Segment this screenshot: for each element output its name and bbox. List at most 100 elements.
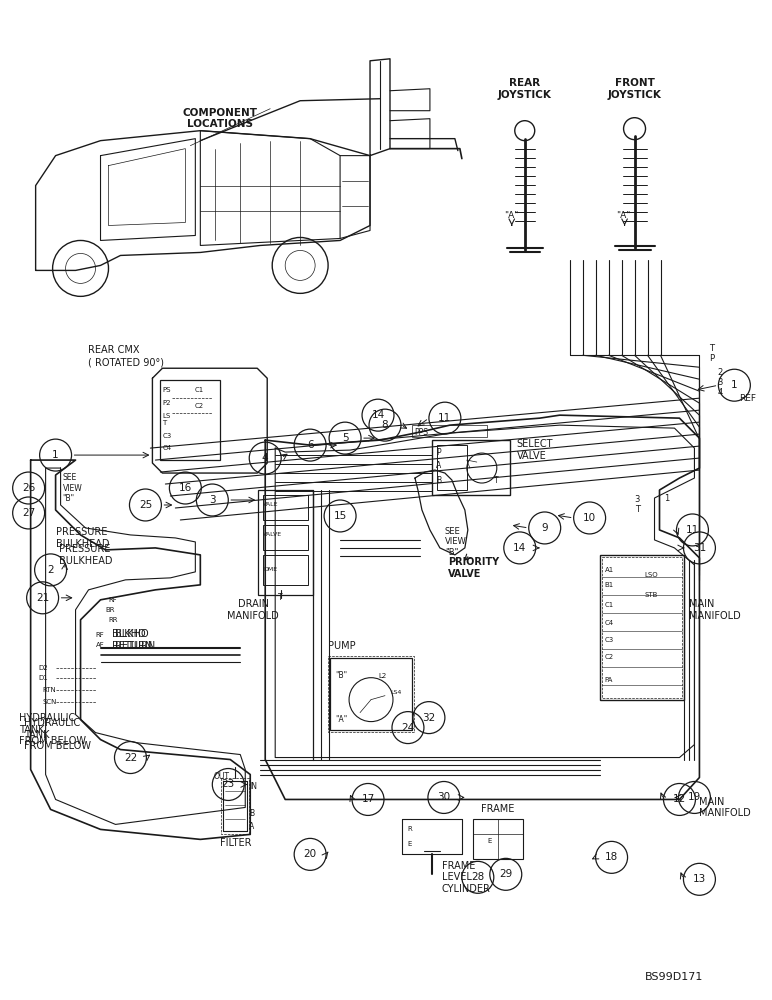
- Text: C2: C2: [604, 654, 614, 660]
- Text: FRAME
LEVEL
CYLINDER: FRAME LEVEL CYLINDER: [442, 861, 491, 894]
- Text: "A": "A": [504, 211, 518, 220]
- Text: BR: BR: [106, 607, 115, 613]
- Text: 8: 8: [381, 420, 388, 430]
- Text: PUMP: PUMP: [328, 641, 356, 651]
- Text: 16: 16: [179, 483, 192, 493]
- Text: 22: 22: [124, 753, 137, 763]
- Bar: [263, 525, 308, 550]
- Text: 11: 11: [438, 413, 452, 423]
- Text: BLKHO
RETURN: BLKHO RETURN: [116, 629, 156, 651]
- Text: C3: C3: [162, 433, 171, 439]
- Text: AF: AF: [96, 642, 104, 648]
- Text: 1: 1: [731, 380, 738, 390]
- Text: OUT: OUT: [213, 772, 229, 781]
- Bar: [432, 440, 510, 495]
- Text: 3: 3: [635, 495, 640, 504]
- Text: 26: 26: [22, 483, 36, 493]
- Text: 4: 4: [262, 453, 269, 463]
- Text: 27: 27: [22, 508, 36, 518]
- Text: 29: 29: [499, 869, 513, 879]
- Text: BLKHO
RETURN: BLKHO RETURN: [113, 629, 153, 651]
- Text: T: T: [162, 420, 167, 426]
- Text: P2: P2: [162, 400, 171, 406]
- Bar: [472, 819, 523, 859]
- Text: 11: 11: [686, 525, 699, 535]
- Bar: [412, 425, 487, 437]
- Text: 3: 3: [209, 495, 215, 505]
- Text: D1: D1: [39, 675, 49, 681]
- Text: 2: 2: [47, 565, 54, 575]
- Text: PPS: PPS: [414, 428, 428, 437]
- Text: A1: A1: [604, 567, 614, 573]
- Text: C4: C4: [162, 445, 171, 451]
- Text: 5: 5: [342, 433, 348, 443]
- Text: "B": "B": [335, 671, 347, 680]
- Text: L2: L2: [378, 673, 386, 679]
- Text: 20: 20: [303, 849, 317, 859]
- Text: 18: 18: [605, 852, 618, 862]
- Text: T: T: [635, 505, 639, 514]
- Text: 14: 14: [371, 410, 384, 420]
- Text: SEE
VIEW
"B": SEE VIEW "B": [63, 473, 83, 503]
- Text: HYDRAULIC
TANK
FROM BELOW: HYDRAULIC TANK FROM BELOW: [19, 713, 86, 746]
- Text: E: E: [407, 841, 411, 847]
- Bar: [161, 380, 220, 460]
- Text: "A": "A": [617, 211, 631, 220]
- Bar: [437, 445, 467, 490]
- Text: PRESSURE
BULKHEAD: PRESSURE BULKHEAD: [56, 527, 109, 549]
- Text: 10: 10: [583, 513, 596, 523]
- Text: D2: D2: [39, 665, 49, 671]
- Text: REAR CMX
( ROTATED 90°): REAR CMX ( ROTATED 90°): [87, 345, 164, 367]
- Text: 19: 19: [688, 792, 701, 802]
- Text: "A": "A": [335, 715, 347, 724]
- Text: A: A: [436, 461, 441, 470]
- Text: MAIN
MANIFOLD: MAIN MANIFOLD: [689, 599, 741, 621]
- Text: SCN: SCN: [42, 699, 57, 705]
- Text: FILTER: FILTER: [219, 838, 251, 848]
- Text: 14: 14: [513, 543, 527, 553]
- Text: PS: PS: [162, 387, 171, 393]
- Bar: [258, 490, 313, 595]
- Text: A: A: [249, 822, 255, 831]
- Text: 25: 25: [139, 500, 152, 510]
- Bar: [263, 555, 308, 585]
- Text: 12: 12: [673, 794, 686, 804]
- Text: FRAME: FRAME: [481, 804, 514, 814]
- Text: C2: C2: [195, 403, 204, 409]
- Text: 24: 24: [401, 723, 415, 733]
- Text: 6: 6: [306, 440, 313, 450]
- Text: 3: 3: [717, 378, 723, 387]
- Text: C4: C4: [604, 620, 614, 626]
- Text: STB: STB: [645, 592, 658, 598]
- Text: 31: 31: [692, 543, 706, 553]
- Text: 4: 4: [717, 388, 723, 397]
- Text: SELECT
VALVE: SELECT VALVE: [516, 439, 554, 461]
- Text: C1: C1: [604, 602, 614, 608]
- Text: VALVE: VALVE: [263, 532, 283, 537]
- Text: LS: LS: [162, 413, 171, 419]
- Text: 1: 1: [665, 494, 670, 503]
- Text: 28: 28: [471, 872, 485, 882]
- Text: SEE
VIEW
"B": SEE VIEW "B": [445, 527, 466, 557]
- Text: 13: 13: [692, 874, 706, 884]
- Text: T: T: [494, 476, 499, 485]
- Text: 32: 32: [422, 713, 435, 723]
- Text: B: B: [436, 476, 441, 485]
- Text: 9: 9: [541, 523, 548, 533]
- Text: 23: 23: [222, 779, 235, 789]
- Text: PRESSURE
BULKHEAD: PRESSURE BULKHEAD: [59, 544, 112, 566]
- Text: T: T: [278, 593, 283, 602]
- Text: T: T: [709, 344, 714, 353]
- Text: HYDRAULIC
TANK
FROM BELOW: HYDRAULIC TANK FROM BELOW: [24, 718, 90, 751]
- Text: 21: 21: [36, 593, 49, 603]
- Text: COMPONENT
LOCATIONS: COMPONENT LOCATIONS: [183, 108, 258, 129]
- Text: 2: 2: [717, 368, 723, 377]
- Text: MAIN
MANIFOLD: MAIN MANIFOLD: [699, 797, 751, 818]
- Text: VALE: VALE: [263, 502, 279, 507]
- Text: DRAIN
MANIFOLD: DRAIN MANIFOLD: [228, 599, 279, 621]
- Text: C1: C1: [195, 387, 204, 393]
- Text: B1: B1: [604, 582, 614, 588]
- Text: IN: IN: [249, 782, 257, 791]
- Text: 1: 1: [52, 450, 59, 460]
- Text: DME: DME: [263, 567, 277, 572]
